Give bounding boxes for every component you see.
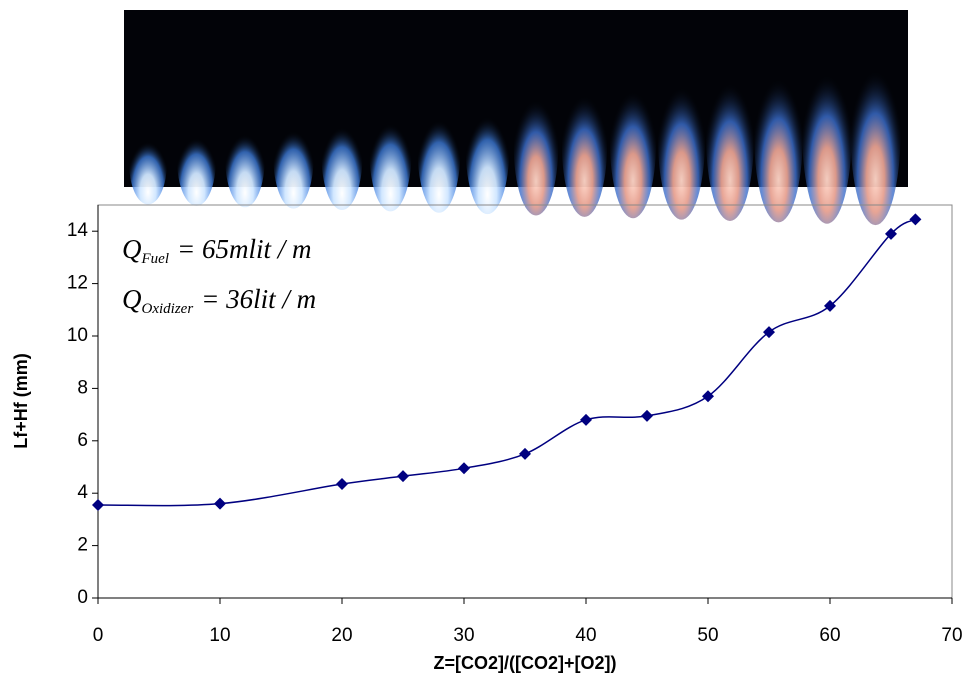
annotation-text: = 36lit / m [201, 284, 316, 314]
x-tick-label: 40 [575, 625, 596, 646]
data-point [763, 326, 775, 339]
annotation-subscript: Oxidizer [142, 301, 194, 317]
flame [561, 73, 608, 217]
flame [129, 120, 167, 205]
flame [321, 99, 363, 210]
data-point [336, 478, 348, 491]
data-point [580, 413, 592, 426]
flame-photo [124, 10, 908, 226]
y-tick-label: 10 [67, 325, 88, 346]
x-tick-label: 50 [697, 625, 718, 646]
data-point [909, 213, 922, 226]
data-point [458, 462, 470, 475]
flame [658, 63, 705, 220]
x-tick-label: 60 [819, 625, 840, 646]
annotation-subscript: Fuel [141, 251, 170, 267]
flame [610, 68, 656, 219]
x-tick-label: 30 [453, 625, 474, 646]
x-tick-label: 70 [941, 625, 962, 646]
flame [177, 115, 216, 206]
y-tick-label: 12 [67, 273, 88, 294]
data-point [641, 409, 653, 422]
data-point [824, 299, 836, 312]
y-tick-label: 0 [77, 587, 88, 608]
flame [850, 42, 901, 226]
data-point [92, 498, 104, 511]
axes: 0 2 4 6 8 10 12 14 0 10 20 30 40 50 60 70 [67, 205, 963, 646]
data-point [214, 497, 226, 510]
data-point [885, 227, 897, 240]
x-axis-title: Z=[CO2]/([CO2]+[O2]) [433, 653, 616, 673]
flames [129, 42, 901, 226]
y-axis-title: Lf+Hf (mm) [11, 353, 31, 449]
flame [513, 78, 559, 216]
flame [754, 52, 803, 223]
x-tick-label: 10 [209, 625, 230, 646]
annotation: QFuel = 65mlit / m [122, 234, 311, 267]
y-tick-label: 14 [67, 220, 89, 241]
x-tick-label: 0 [93, 625, 104, 646]
data-point [397, 470, 409, 483]
flame [225, 110, 265, 208]
y-tick-label: 4 [77, 482, 88, 503]
data-point [519, 447, 531, 460]
annotation-symbol: Q [122, 284, 142, 314]
y-tick-label: 6 [77, 430, 88, 451]
flame [369, 94, 412, 212]
x-tick-label: 20 [331, 625, 352, 646]
flame [802, 47, 852, 224]
annotation-text: = 65mlit / m [177, 234, 311, 264]
annotation-symbol: Q [122, 234, 142, 264]
flame [273, 104, 314, 209]
annotation: QOxidizer = 36lit / m [122, 284, 316, 317]
data-point [702, 390, 714, 403]
flame [465, 83, 510, 215]
y-tick-label: 2 [77, 535, 88, 556]
y-tick-label: 8 [77, 377, 88, 398]
flame [417, 89, 461, 213]
flame [706, 57, 754, 222]
